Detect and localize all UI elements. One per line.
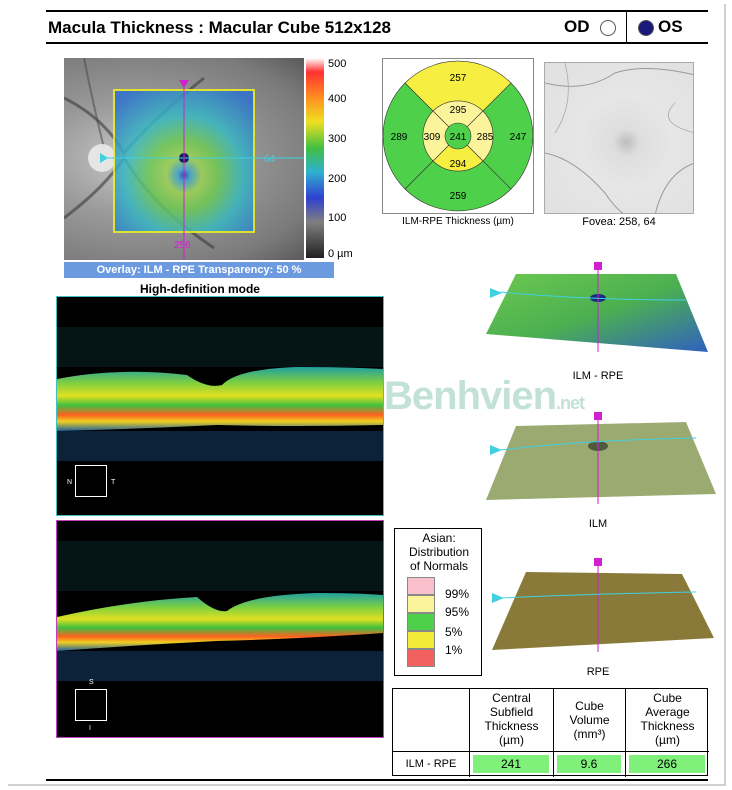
- surface-ilm-rpe-label: ILM - RPE: [572, 370, 624, 382]
- overlay-caption: Overlay: ILM - RPE Transparency: 50 %: [64, 262, 334, 278]
- surface-ilm-label: ILM: [588, 518, 608, 530]
- etdrs-grid-svg: 257 295 289 309 241 285 247 294 259: [382, 60, 534, 212]
- surface-ilm-svg: [486, 412, 716, 504]
- grid-central: 241: [450, 132, 467, 143]
- os-radio[interactable]: [638, 20, 654, 36]
- summary-table: Central Subfield Thickness (µm) Cube Vol…: [392, 688, 709, 777]
- table-row-divider: [393, 751, 709, 752]
- hd-mode-label: High-definition mode: [140, 282, 260, 296]
- header-line: (µm): [499, 733, 524, 747]
- header-line: Average: [645, 705, 690, 719]
- legend-title: Asian: Distribution of Normals: [395, 531, 483, 573]
- bscan1-dir-right: T: [111, 479, 116, 486]
- bscan-vertical-svg: [57, 521, 383, 737]
- bscan2-dir-bottom: I: [89, 725, 91, 732]
- os-label: OS: [658, 17, 683, 36]
- legend-title-line-2: Distribution: [408, 545, 470, 559]
- legend-swatch-below-1: [407, 649, 435, 667]
- colorbar-label-400: 400: [328, 93, 347, 105]
- etdrs-grid: 257 295 289 309 241 285 247 294 259: [382, 58, 534, 214]
- grid-inner-inferior: 294: [450, 159, 467, 170]
- report-title: Macula Thickness : Macular Cube 512x128: [48, 18, 391, 37]
- bottom-rule: [46, 779, 708, 781]
- col-cube-average: Cube Average Thickness (µm): [625, 689, 709, 777]
- bscan-horizontal-svg: [57, 297, 383, 515]
- watermark-text: Benhvien: [384, 374, 557, 418]
- colorbar-label-300: 300: [328, 133, 347, 145]
- bscan1-dir-left: N: [67, 479, 73, 486]
- surface-ilm-rpe: [486, 262, 716, 366]
- cell-central-thickness: 241: [473, 755, 549, 773]
- scan-col-label: 256: [174, 240, 191, 251]
- fovea-svg: [545, 63, 693, 213]
- fundus-svg: 64 256: [64, 58, 304, 260]
- fovea-caption: Fovea: 258, 64: [582, 216, 656, 228]
- legend-swatch-99: [407, 577, 435, 595]
- bscan-horizontal: N T: [56, 296, 384, 516]
- surface-ilm: [486, 412, 716, 508]
- legend-swatch-5: [407, 613, 435, 631]
- bscan2-dir-top: S: [89, 679, 94, 686]
- colorbar-label-100: 100: [328, 212, 347, 224]
- table-row-label: ILM - RPE: [405, 758, 457, 770]
- colorbar-label-200: 200: [328, 173, 347, 185]
- header-cube-volume: Cube Volume (mm³): [554, 699, 625, 741]
- grid-inner-temporal: 285: [477, 132, 494, 143]
- grid-inner-superior: 295: [450, 105, 467, 116]
- cell-cube-average: 266: [629, 755, 705, 773]
- fovea-image: [544, 62, 694, 214]
- header-line: Subfield: [489, 705, 534, 719]
- surface-rpe-label: RPE: [586, 666, 610, 678]
- watermark: Benhvien.net: [384, 374, 585, 419]
- header-line: Central: [492, 691, 531, 705]
- legend-swatch-95: [407, 595, 435, 613]
- grid-inner-nasal: 309: [424, 132, 441, 143]
- report-header: Macula Thickness : Macular Cube 512x128 …: [46, 10, 708, 44]
- legend-label-95: 95%: [445, 605, 470, 619]
- surface-rpe: [486, 558, 716, 658]
- header-line: (µm): [655, 733, 680, 747]
- od-radio[interactable]: [600, 20, 616, 36]
- colorbar-label-500: 500: [328, 58, 347, 70]
- grid-outer-nasal: 289: [391, 132, 408, 143]
- header-line: Cube: [575, 699, 604, 713]
- legend-label-1: 1%: [445, 643, 463, 657]
- col-central-subfield: Central Subfield Thickness (µm): [469, 689, 553, 777]
- surface-rpe-svg: [492, 558, 714, 652]
- thickness-colorbar: [306, 58, 324, 258]
- scan-row-label: 64: [264, 154, 276, 165]
- od-label: OD: [564, 17, 590, 36]
- grid-outer-inferior: 259: [450, 191, 467, 202]
- header-central-subfield: Central Subfield Thickness (µm): [470, 691, 553, 747]
- grid-caption: ILM-RPE Thickness (µm): [402, 216, 514, 227]
- bscan-vertical: S I: [56, 520, 384, 738]
- bscan1-orientation-box: [75, 465, 107, 497]
- cell-cube-volume: 9.6: [557, 755, 621, 773]
- header-divider: [626, 12, 627, 42]
- header-line: Thickness: [484, 719, 539, 733]
- legend-title-line-3: of Normals: [409, 559, 468, 573]
- legend-label-99: 99%: [445, 587, 470, 601]
- header-cube-average: Cube Average Thickness (µm): [626, 691, 709, 747]
- page-frame: [8, 4, 726, 786]
- bscan2-orientation-box: [75, 689, 107, 721]
- normals-legend: Asian: Distribution of Normals 99% 95% 5…: [394, 528, 482, 676]
- legend-title-line-1: Asian:: [422, 531, 456, 545]
- header-line: (mm³): [573, 727, 606, 741]
- grid-outer-superior: 257: [450, 73, 467, 84]
- legend-swatch-1: [407, 631, 435, 649]
- header-line: Cube: [653, 691, 682, 705]
- colorbar-label-0: 0 µm: [328, 248, 353, 260]
- grid-outer-temporal: 247: [510, 132, 527, 143]
- header-line: Volume: [569, 713, 610, 727]
- col-cube-volume: Cube Volume (mm³): [553, 689, 625, 777]
- legend-label-5: 5%: [445, 625, 463, 639]
- fundus-overlay-image: 64 256: [64, 58, 304, 260]
- watermark-suffix: .net: [556, 393, 585, 413]
- header-line: Thickness: [640, 719, 695, 733]
- surface-ilm-rpe-svg: [486, 262, 708, 352]
